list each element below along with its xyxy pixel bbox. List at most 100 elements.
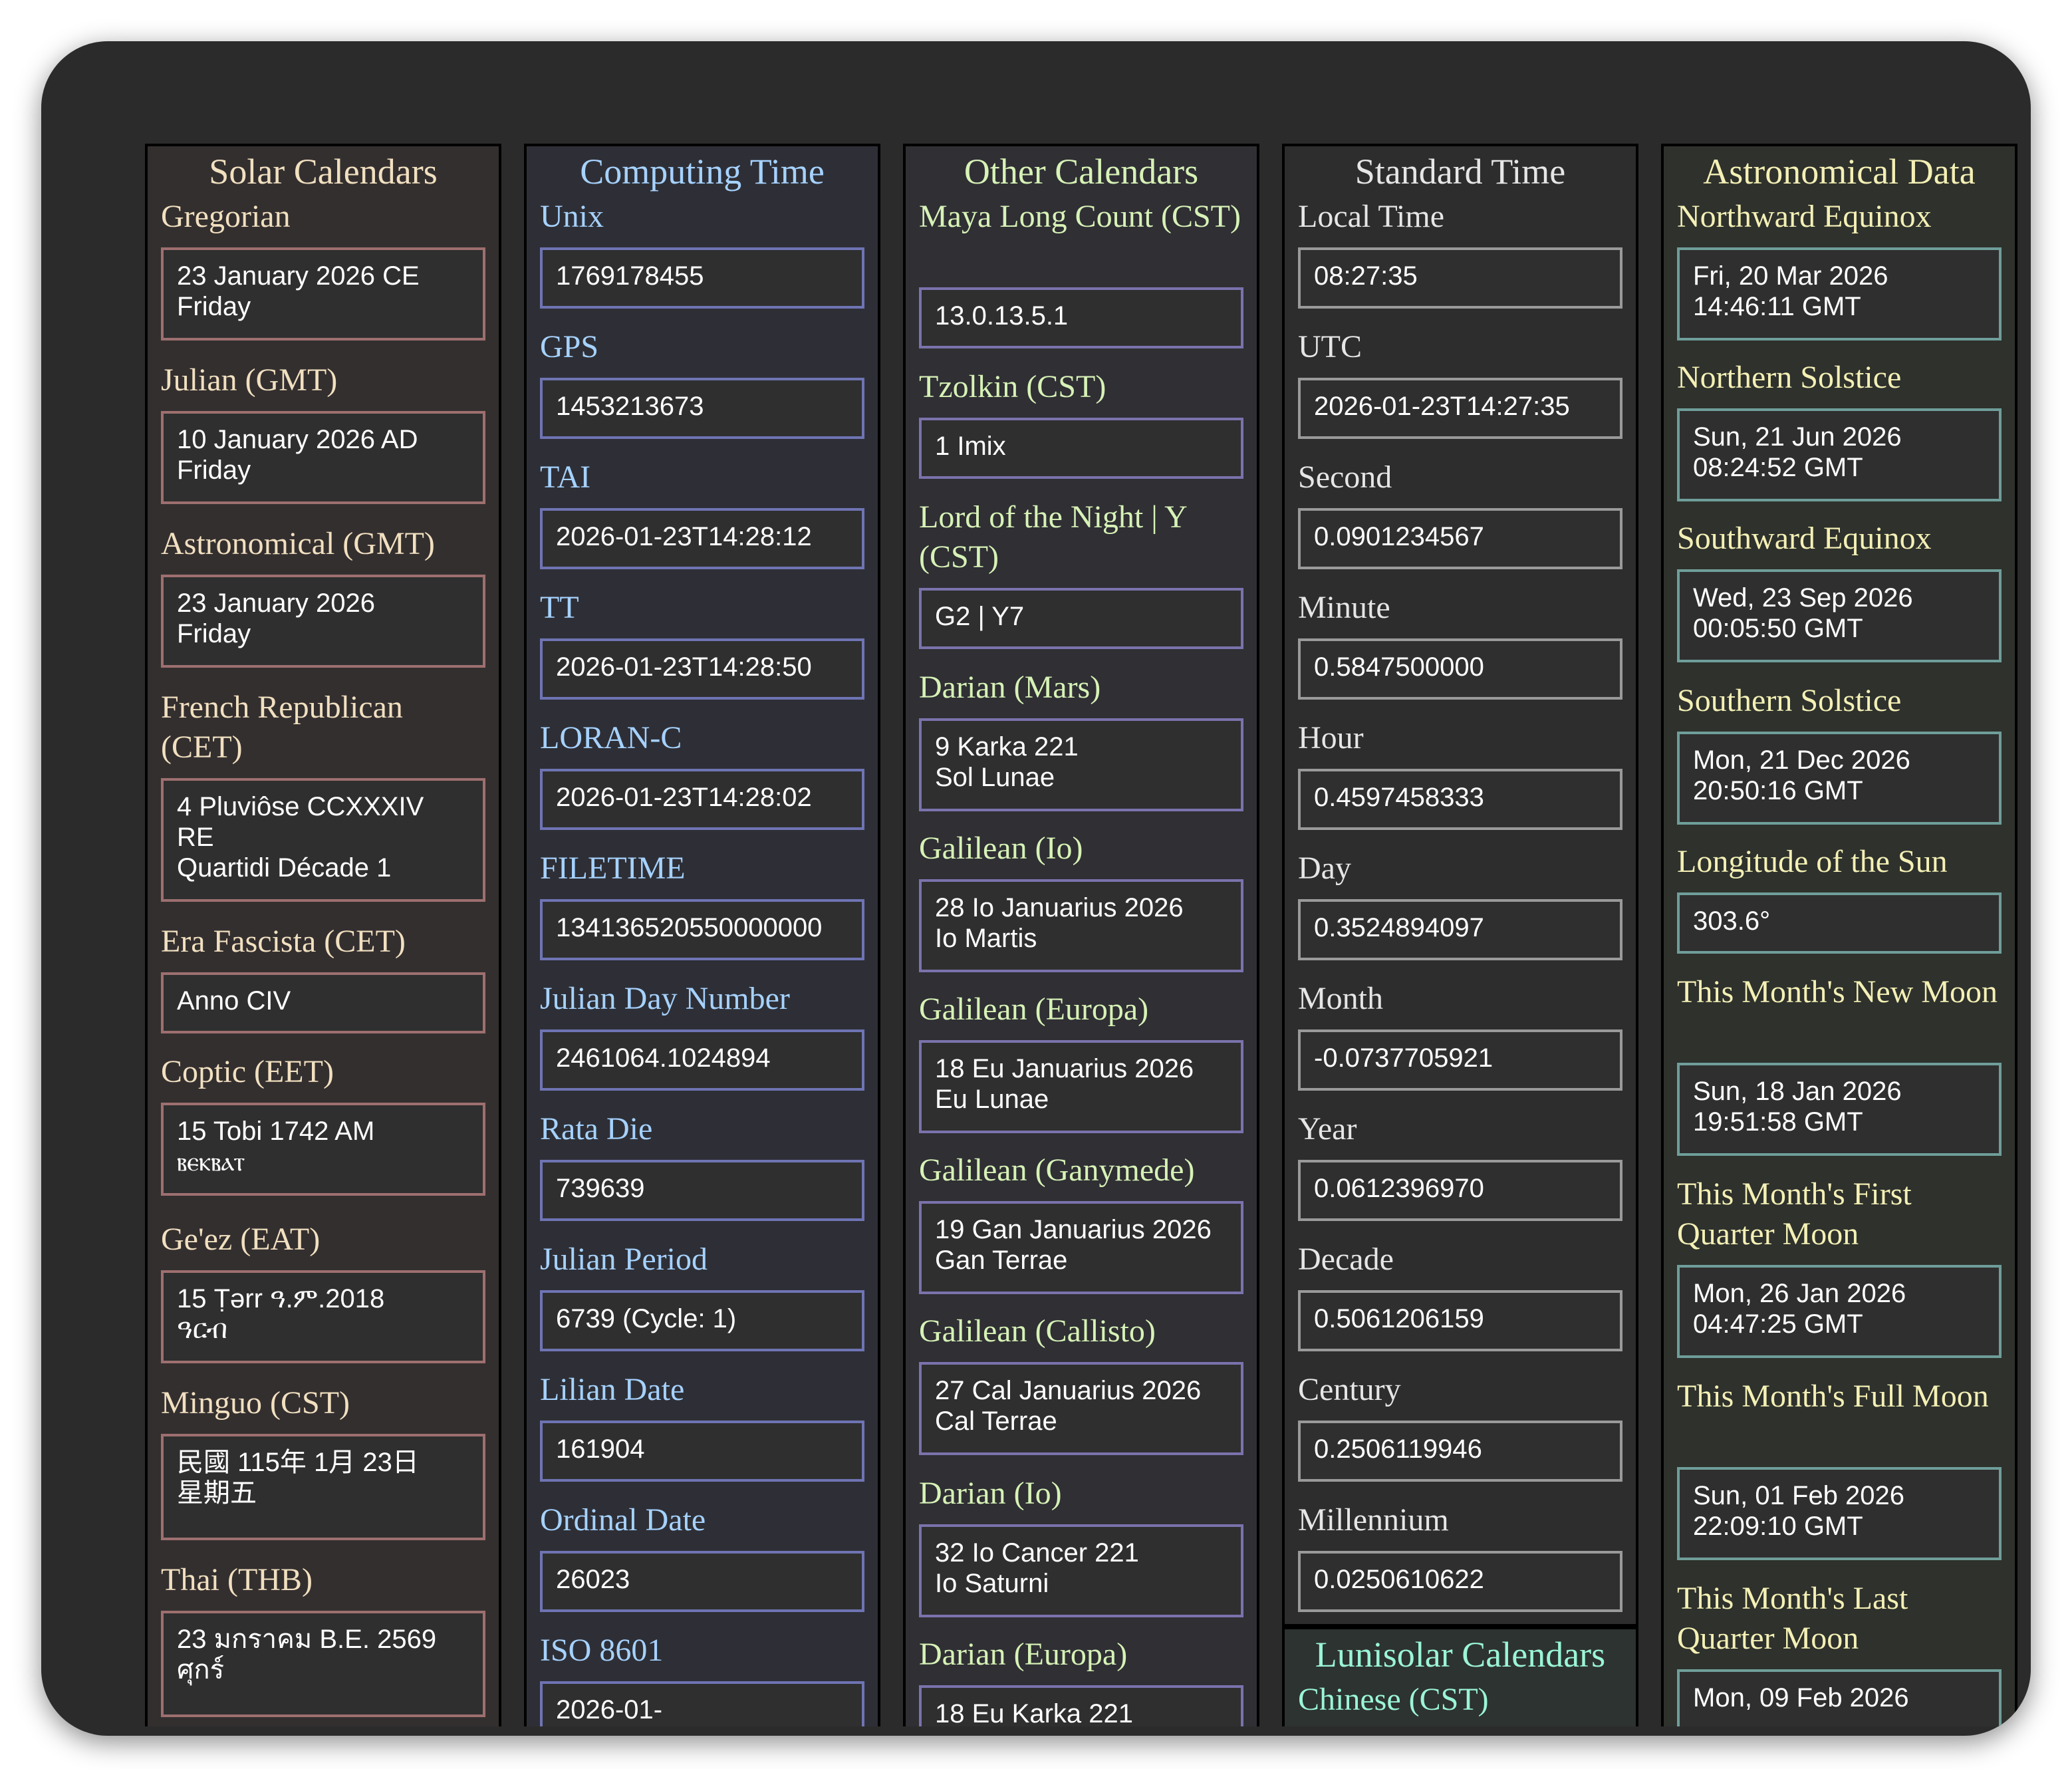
item-value: 1 Imix (919, 418, 1243, 479)
calendar-item-darian-mars: Darian (Mars) 9 Karka 221 Sol Lunae (919, 668, 1243, 829)
item-label: This Month's Last Quarter Moon (1677, 1581, 1908, 1656)
item-value: 28 Io Januarius 2026 Io Martis (919, 879, 1243, 972)
time-item-loran-c: LORAN-C 2026-01-23T14:28:02 (540, 718, 864, 849)
item-label: Galilean (Ganymede) (919, 1153, 1195, 1188)
item-label: Era Fascista (CET) (161, 924, 406, 959)
item-value: 0.0612396970 (1298, 1160, 1622, 1221)
calendar-item-gregorian: Gregorian 23 January 2026 CE Friday (161, 197, 485, 360)
item-label: Coptic (EET) (161, 1054, 334, 1089)
item-label: Year (1298, 1111, 1357, 1147)
calendar-item-minguo: Minguo (CST) 民國 115年 1月 23日 星期五 (161, 1383, 485, 1560)
item-value: 161904 (540, 1421, 864, 1482)
item-value: Anno CIV (161, 972, 485, 1033)
item-value: 4 Pluviôse CCXXXIV RE Quartidi Décade 1 (161, 778, 485, 902)
item-label: Julian Day Number (540, 981, 790, 1016)
item-value: Mon, 09 Feb 2026 (1677, 1669, 2002, 1726)
item-label: Gregorian (161, 199, 291, 234)
calendar-item-astronomical: Astronomical (GMT) 23 January 2026 Frida… (161, 524, 485, 688)
time-item-tt: TT 2026-01-23T14:28:50 (540, 588, 864, 718)
item-value: 2461064.1024894 (540, 1029, 864, 1091)
item-value: -0.0737705921 (1298, 1029, 1622, 1091)
item-value: 2026-01- (540, 1681, 864, 1726)
item-label: Minute (1298, 590, 1390, 625)
item-value: 2026-01-23T14:27:35 (1298, 378, 1622, 439)
panel-title: Computing Time (580, 152, 825, 192)
item-label: Minguo (CST) (161, 1385, 350, 1421)
item-label: French Republican (CET) (161, 690, 403, 765)
item-value: 26023 (540, 1551, 864, 1612)
item-value: Wed, 23 Sep 2026 00:05:50 GMT (1677, 569, 2002, 662)
time-item-second: Second 0.0901234567 (1298, 458, 1622, 588)
item-value: 134136520550000000 (540, 899, 864, 960)
calendar-item-galilean-europa: Galilean (Europa) 18 Eu Januarius 2026 E… (919, 990, 1243, 1151)
item-label: Maya Long Count (CST) (919, 199, 1241, 234)
time-item-decade: Decade 0.5061206159 (1298, 1240, 1622, 1370)
item-label: Day (1298, 851, 1351, 886)
panel-title: Lunisolar Calendars (1315, 1635, 1606, 1675)
item-value: 0.3524894097 (1298, 899, 1622, 960)
item-label: Month (1298, 981, 1384, 1016)
item-label: TT (540, 590, 579, 625)
item-label: Galilean (Europa) (919, 992, 1149, 1027)
item-value: 0.2506119946 (1298, 1421, 1622, 1482)
solar-calendars-panel: Solar Calendars Gregorian 23 January 202… (145, 144, 501, 1726)
astro-item-new-moon: This Month's New Moon Sun, 18 Jan 2026 1… (1677, 972, 2002, 1174)
calendar-item-thai: Thai (THB) 23 มกราคม B.E. 2569 ศุกร์ (161, 1560, 485, 1724)
item-value: 32 Io Cancer 221 Io Saturni (919, 1524, 1243, 1617)
standard-time-panel: Standard Time Local Time 08:27:35 UTC 20… (1282, 144, 1638, 1627)
item-label: Tzolkin (CST) (919, 369, 1106, 404)
item-value: Sun, 21 Jun 2026 08:24:52 GMT (1677, 408, 2002, 501)
panel-title: Standard Time (1355, 152, 1566, 192)
item-value: 0.0901234567 (1298, 508, 1622, 569)
item-value: 739639 (540, 1160, 864, 1221)
item-label: Longitude of the Sun (1677, 844, 1948, 879)
panel-title: Other Calendars (964, 152, 1199, 192)
item-label: Darian (Mars) (919, 670, 1101, 705)
time-item-ordinal-date: Ordinal Date 26023 (540, 1500, 864, 1631)
time-item-millennium: Millennium 0.0250610622 (1298, 1500, 1622, 1631)
item-label: GPS (540, 329, 599, 364)
item-value: 2026-01-23T14:28:02 (540, 769, 864, 830)
item-value: 0.0250610622 (1298, 1551, 1622, 1612)
time-item-julian-period: Julian Period 6739 (Cycle: 1) (540, 1240, 864, 1370)
panel-title: Solar Calendars (209, 152, 438, 192)
item-value: 13.0.13.5.1 (919, 287, 1243, 348)
lunisolar-calendars-panel: Lunisolar Calendars Chinese (CST) (1282, 1627, 1638, 1726)
time-item-unix: Unix 1769178455 (540, 197, 864, 327)
item-value: 15 Ṭərr ዓ.ም.2018 ዓርብ (161, 1270, 485, 1363)
calendar-item-tzolkin: Tzolkin (CST) 1 Imix (919, 367, 1243, 497)
item-label: Rata Die (540, 1111, 653, 1147)
computing-time-panel: Computing Time Unix 1769178455 GPS 14532… (524, 144, 880, 1726)
item-value: 18 Eu Karka 221 (919, 1685, 1243, 1726)
time-item-utc: UTC 2026-01-23T14:27:35 (1298, 327, 1622, 458)
calendar-item-maya-long-count: Maya Long Count (CST) 13.0.13.5.1 (919, 197, 1243, 367)
item-label: Julian (GMT) (161, 362, 338, 398)
item-label: This Month's First Quarter Moon (1677, 1176, 1912, 1252)
calendar-item-darian-europa: Darian (Europa) 18 Eu Karka 221 (919, 1635, 1243, 1726)
time-item-filetime: FILETIME 134136520550000000 (540, 849, 864, 979)
calendar-item-galilean-callisto: Galilean (Callisto) 27 Cal Januarius 202… (919, 1311, 1243, 1474)
item-value: 23 มกราคม B.E. 2569 ศุกร์ (161, 1611, 485, 1717)
item-label: Ge'ez (EAT) (161, 1222, 321, 1257)
calendar-item-lord-of-the-night: Lord of the Night | Y (CST) G2 | Y7 (919, 497, 1243, 668)
item-value: 0.4597458333 (1298, 769, 1622, 830)
time-item-hour: Hour 0.4597458333 (1298, 718, 1622, 849)
item-value: 9 Karka 221 Sol Lunae (919, 718, 1243, 811)
item-label: Ordinal Date (540, 1502, 706, 1538)
item-label: Local Time (1298, 199, 1445, 234)
calendar-item-galilean-ganymede: Galilean (Ganymede) 19 Gan Januarius 202… (919, 1151, 1243, 1311)
item-label: Northward Equinox (1677, 199, 1932, 234)
item-value: 15 Tobi 1742 AM ⲃⲉⲕⲃⲁⲧ (161, 1103, 485, 1196)
item-value: 0.5061206159 (1298, 1290, 1622, 1351)
item-value: 08:27:35 (1298, 247, 1622, 309)
item-label: Southward Equinox (1677, 521, 1932, 556)
content-viewport[interactable]: Solar Calendars Gregorian 23 January 202… (104, 104, 2020, 1726)
item-label: Galilean (Callisto) (919, 1313, 1156, 1349)
item-label: Lilian Date (540, 1372, 685, 1407)
item-label: Thai (THB) (161, 1562, 313, 1597)
item-label: Century (1298, 1372, 1401, 1407)
item-label: Chinese (CST) (1298, 1682, 1489, 1717)
calendar-item-darian-io: Darian (Io) 32 Io Cancer 221 Io Saturni (919, 1474, 1243, 1635)
calendar-item-julian: Julian (GMT) 10 January 2026 AD Friday (161, 360, 485, 524)
other-calendars-panel: Other Calendars Maya Long Count (CST) 13… (903, 144, 1259, 1726)
